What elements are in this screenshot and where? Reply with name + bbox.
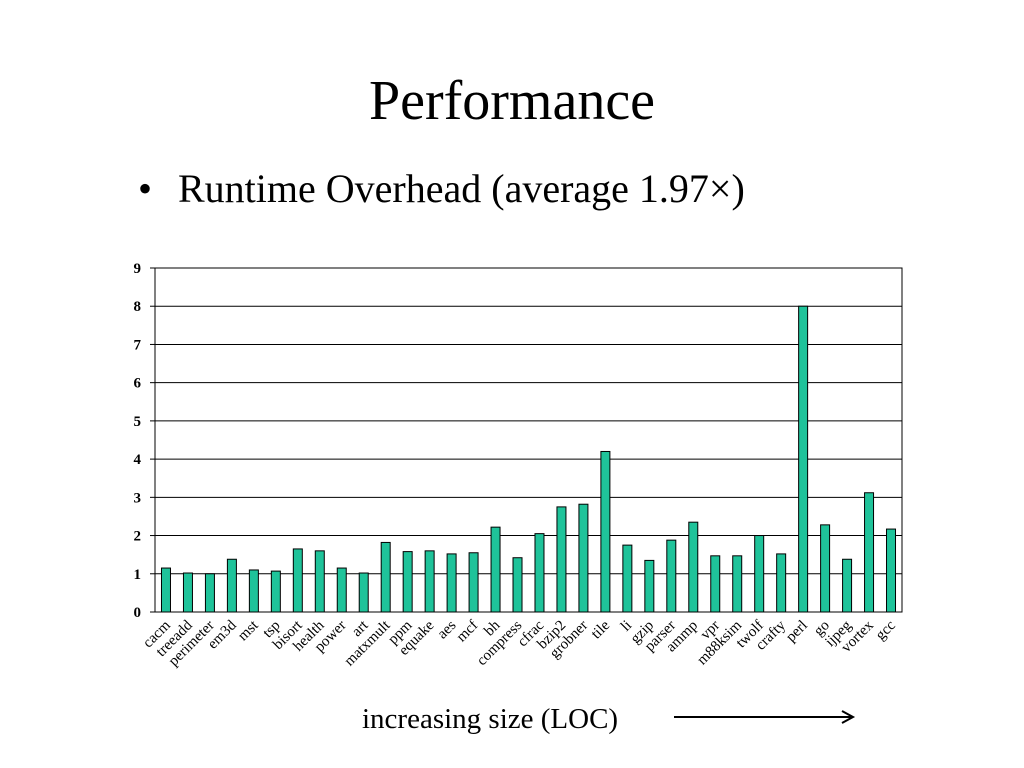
y-tick-label: 2 <box>134 529 142 545</box>
bar <box>600 450 611 613</box>
bar <box>666 539 677 613</box>
x-tick-label: mst <box>235 617 262 644</box>
bar <box>248 569 259 613</box>
bar <box>886 528 897 613</box>
x-tick-label: tile <box>588 617 613 642</box>
bar <box>226 558 237 613</box>
y-tick-label: 7 <box>134 337 142 353</box>
x-tick-label: perl <box>783 618 811 646</box>
bar <box>556 506 567 613</box>
bullet-item: • Runtime Overhead (average 1.97×) <box>138 164 745 214</box>
y-tick-label: 6 <box>134 376 142 392</box>
bar <box>798 305 809 613</box>
bar <box>534 533 545 613</box>
bar <box>622 544 633 613</box>
bar <box>424 550 435 613</box>
bar <box>512 557 523 613</box>
y-tick-label: 8 <box>134 299 142 315</box>
bar <box>644 559 655 613</box>
bar <box>820 524 831 613</box>
y-tick-label: 3 <box>134 490 142 506</box>
bar <box>380 541 391 613</box>
bar <box>864 492 875 613</box>
bar <box>358 572 369 613</box>
right-arrow-icon <box>672 707 857 732</box>
bar <box>578 503 589 613</box>
bar <box>754 535 765 613</box>
bar <box>446 553 457 613</box>
bar <box>336 567 347 613</box>
bar <box>204 573 215 613</box>
plot-frame <box>154 267 903 613</box>
bar <box>468 552 479 613</box>
bar <box>842 558 853 613</box>
x-axis-caption: increasing size (LOC) <box>362 703 619 735</box>
bar <box>490 526 501 613</box>
bar <box>292 548 303 613</box>
bar <box>776 553 787 613</box>
x-tick-label: aes <box>435 617 460 642</box>
bar <box>688 521 699 613</box>
bar <box>314 550 325 613</box>
bar <box>182 572 193 613</box>
bar <box>402 551 413 613</box>
y-tick-label: 4 <box>134 452 142 468</box>
bullet-dot-icon: • <box>138 166 153 211</box>
x-tick-label: mcf <box>454 618 482 646</box>
y-tick-label: 5 <box>134 414 142 430</box>
slide-title: Performance <box>368 70 656 132</box>
y-tick-label: 0 <box>134 605 142 621</box>
bar-chart: 0123456789cacmtreeaddperimeterem3dmsttsp… <box>134 261 903 670</box>
y-tick-label: 1 <box>134 567 142 583</box>
x-tick-label: gcc <box>873 617 899 643</box>
bar <box>160 567 171 613</box>
x-tick-label: compress <box>474 617 525 668</box>
bar <box>710 555 721 613</box>
y-tick-label: 9 <box>134 261 142 277</box>
bullet-text: Runtime Overhead (average 1.97×) <box>178 166 745 211</box>
bar <box>732 555 743 613</box>
x-tick-label: matxmult <box>342 617 395 670</box>
bar <box>270 570 281 613</box>
